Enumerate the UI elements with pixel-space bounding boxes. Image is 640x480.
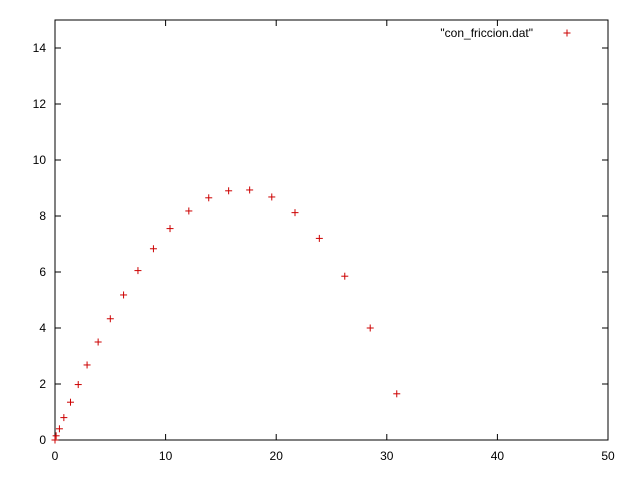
x-tick-label: 40	[491, 449, 505, 463]
data-point	[83, 361, 91, 369]
data-point	[225, 187, 233, 195]
data-point	[166, 225, 174, 233]
data-point	[149, 245, 157, 253]
data-point	[268, 193, 276, 201]
data-point	[205, 194, 213, 202]
y-tick-label: 4	[39, 321, 46, 335]
y-tick-label: 6	[39, 265, 46, 279]
data-point	[120, 291, 128, 299]
data-point	[55, 425, 63, 433]
legend-marker-symbol	[563, 29, 571, 37]
data-point	[246, 186, 254, 194]
plot-frame	[54, 19, 609, 441]
x-tick-label: 10	[159, 449, 173, 463]
data-point	[94, 338, 102, 346]
y-tick-label: 14	[33, 41, 47, 55]
data-point	[60, 414, 68, 422]
data-point	[291, 209, 299, 217]
data-point	[51, 436, 59, 444]
x-axis: 0 10 20 30 40 50	[52, 20, 615, 463]
x-tick-label: 30	[380, 449, 394, 463]
y-tick-label: 12	[33, 97, 47, 111]
legend: "con_friccion.dat"	[440, 26, 571, 40]
data-point	[52, 432, 60, 440]
x-tick-label: 20	[270, 449, 284, 463]
data-point	[315, 234, 323, 242]
data-point	[185, 207, 193, 215]
legend-marker	[563, 29, 571, 37]
data-point	[66, 398, 74, 406]
y-tick-label: 8	[39, 209, 46, 223]
y-tick-label: 0	[39, 433, 46, 447]
legend-label: "con_friccion.dat"	[440, 26, 533, 40]
y-tick-label: 10	[33, 153, 47, 167]
data-point	[393, 390, 401, 398]
data-point	[366, 324, 374, 332]
data-point	[74, 381, 82, 389]
x-tick-label: 0	[52, 449, 59, 463]
y-tick-label: 2	[39, 377, 46, 391]
x-tick-label: 50	[601, 449, 615, 463]
data-point	[106, 315, 114, 323]
data-points	[51, 186, 401, 444]
data-point	[134, 267, 142, 275]
data-point	[341, 272, 349, 280]
y-axis: 0 2 4 6 8 10 12 14	[33, 41, 608, 447]
